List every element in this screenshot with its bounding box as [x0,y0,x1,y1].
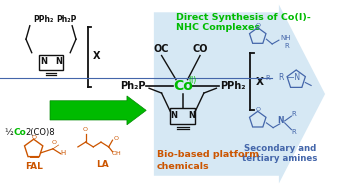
Text: R: R [284,43,289,49]
Text: R: R [291,129,296,135]
Text: O: O [114,136,119,141]
Text: O: O [51,140,56,145]
Text: O: O [255,23,260,28]
Text: O: O [83,126,88,132]
Text: OC: OC [154,44,169,54]
Text: tertiary amines: tertiary amines [242,154,318,163]
Text: N: N [55,57,62,66]
Text: chemicals: chemicals [157,162,209,171]
Text: (I): (I) [188,76,197,85]
Text: R: R [291,111,296,117]
Text: R: R [265,75,270,81]
Text: OH: OH [112,151,121,156]
Text: N: N [40,57,47,66]
Text: X: X [92,50,100,60]
Text: 2(CO)8: 2(CO)8 [25,128,55,137]
Text: N: N [277,116,284,125]
FancyArrow shape [50,96,146,125]
Text: Ph₂P: Ph₂P [56,15,76,24]
Text: NH: NH [281,35,291,41]
Text: PPh₂: PPh₂ [33,15,53,24]
Text: LA: LA [97,160,109,169]
Text: O: O [255,107,260,112]
Text: NHC Complexes: NHC Complexes [176,23,260,32]
Text: N: N [188,111,195,120]
Text: CO: CO [192,44,208,54]
Text: X: X [256,77,264,87]
Polygon shape [154,5,325,184]
Text: R —N: R —N [279,73,300,82]
Text: Direct Synthesis of Co(I)-: Direct Synthesis of Co(I)- [176,13,311,22]
Text: Co: Co [14,128,26,137]
Text: Bio-based platform: Bio-based platform [157,150,259,159]
Text: N: N [171,111,177,120]
Text: H: H [60,150,65,156]
Text: PPh₂: PPh₂ [220,81,245,91]
Text: Co: Co [173,79,193,93]
Text: ½: ½ [5,128,16,137]
Text: O: O [31,135,36,140]
Text: FAL: FAL [25,162,42,171]
Text: Secondary and: Secondary and [244,144,316,153]
Text: Ph₂P: Ph₂P [120,81,146,91]
